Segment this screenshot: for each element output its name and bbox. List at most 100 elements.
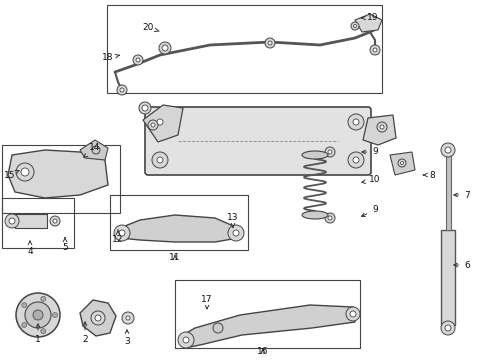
Bar	[441, 230, 455, 325]
Text: 1: 1	[35, 324, 41, 345]
Text: 16: 16	[257, 347, 269, 356]
Circle shape	[41, 329, 46, 334]
Text: 18: 18	[102, 54, 120, 63]
Circle shape	[441, 321, 455, 335]
Text: 14: 14	[84, 144, 100, 157]
Circle shape	[133, 55, 143, 65]
Bar	[175, 280, 360, 348]
Polygon shape	[80, 300, 116, 336]
Circle shape	[5, 214, 19, 228]
Text: 17: 17	[201, 296, 213, 309]
Circle shape	[328, 150, 332, 154]
Circle shape	[148, 120, 158, 130]
Circle shape	[95, 315, 101, 321]
Circle shape	[162, 45, 168, 51]
Text: 9: 9	[362, 148, 378, 157]
Circle shape	[152, 152, 168, 168]
Circle shape	[126, 316, 130, 320]
Circle shape	[142, 105, 148, 111]
Circle shape	[353, 157, 359, 163]
Circle shape	[213, 323, 223, 333]
Circle shape	[183, 337, 189, 343]
Text: 8: 8	[423, 171, 435, 180]
Circle shape	[50, 216, 60, 226]
Circle shape	[377, 122, 387, 132]
FancyBboxPatch shape	[145, 107, 371, 175]
Circle shape	[370, 45, 380, 55]
Circle shape	[157, 157, 163, 163]
Circle shape	[373, 48, 377, 52]
Text: 6: 6	[454, 261, 470, 270]
Circle shape	[16, 163, 34, 181]
Circle shape	[9, 218, 15, 224]
Circle shape	[152, 114, 168, 130]
Circle shape	[348, 152, 364, 168]
Text: 10: 10	[362, 175, 381, 184]
Circle shape	[325, 147, 335, 157]
Circle shape	[346, 307, 360, 321]
Polygon shape	[363, 115, 396, 145]
Circle shape	[41, 296, 46, 301]
Circle shape	[21, 168, 29, 176]
Circle shape	[178, 332, 194, 348]
Bar	[110, 195, 248, 250]
Circle shape	[92, 146, 100, 154]
Circle shape	[25, 302, 51, 328]
Text: 20: 20	[142, 23, 159, 32]
Bar	[107, 5, 382, 93]
Circle shape	[325, 213, 335, 223]
Text: 19: 19	[362, 13, 379, 22]
Circle shape	[265, 38, 275, 48]
Polygon shape	[143, 105, 183, 142]
Circle shape	[22, 323, 27, 328]
Ellipse shape	[302, 211, 328, 219]
Polygon shape	[8, 150, 108, 198]
Circle shape	[228, 225, 244, 241]
Circle shape	[136, 58, 140, 62]
Circle shape	[33, 310, 43, 320]
Text: 15: 15	[4, 170, 19, 180]
Circle shape	[380, 125, 384, 129]
Polygon shape	[183, 305, 355, 348]
Circle shape	[53, 219, 57, 223]
Circle shape	[16, 293, 60, 337]
Polygon shape	[355, 14, 382, 32]
Circle shape	[119, 230, 125, 236]
Circle shape	[445, 147, 451, 153]
Circle shape	[159, 42, 171, 54]
Bar	[15, 214, 47, 228]
Polygon shape	[120, 215, 238, 242]
Text: 3: 3	[124, 330, 130, 346]
Circle shape	[157, 119, 163, 125]
Text: 2: 2	[82, 322, 88, 345]
Circle shape	[400, 162, 403, 165]
Circle shape	[445, 325, 451, 331]
Circle shape	[351, 22, 359, 30]
Text: 9: 9	[362, 206, 378, 216]
Circle shape	[52, 312, 57, 318]
Circle shape	[114, 225, 130, 241]
Text: 13: 13	[227, 212, 239, 227]
Circle shape	[22, 302, 27, 307]
Circle shape	[328, 216, 332, 220]
Text: 7: 7	[454, 190, 470, 199]
Bar	[445, 155, 450, 230]
Circle shape	[139, 102, 151, 114]
Circle shape	[117, 85, 127, 95]
Text: 5: 5	[62, 238, 68, 252]
Text: 12: 12	[112, 230, 123, 244]
Circle shape	[91, 311, 105, 325]
Circle shape	[353, 24, 357, 27]
Circle shape	[268, 41, 272, 45]
Circle shape	[122, 312, 134, 324]
Circle shape	[350, 311, 356, 317]
Text: 4: 4	[27, 241, 33, 256]
Circle shape	[441, 143, 455, 157]
Circle shape	[348, 114, 364, 130]
Circle shape	[353, 119, 359, 125]
Ellipse shape	[302, 151, 328, 159]
Polygon shape	[390, 152, 415, 175]
Circle shape	[233, 230, 239, 236]
Bar	[2, 145, 120, 213]
Text: 11: 11	[169, 253, 181, 262]
